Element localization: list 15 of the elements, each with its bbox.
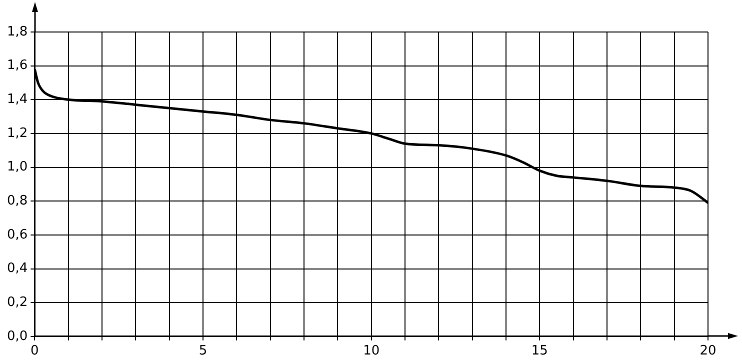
y-tick-label: 0,8 — [6, 193, 28, 208]
y-tick-label: 1,6 — [6, 58, 28, 74]
x-tick-label: 0 — [30, 344, 39, 359]
y-tick-label: 1,8 — [6, 24, 28, 40]
x-tick-label: 20 — [700, 344, 716, 359]
x-tick-label: 15 — [531, 344, 548, 359]
x-tick-label: 10 — [363, 344, 380, 359]
x-tick-label: 5 — [198, 344, 208, 359]
y-tick-label: 0,4 — [6, 261, 28, 276]
y-tick-label: 0,0 — [6, 328, 28, 344]
y-tick-label: 0,6 — [6, 227, 28, 242]
y-tick-label: 0,2 — [6, 294, 28, 310]
y-tick-label: 1,0 — [6, 160, 28, 175]
y-tick-label: 1,2 — [6, 126, 28, 141]
y-tick-label: 1,4 — [6, 92, 28, 108]
